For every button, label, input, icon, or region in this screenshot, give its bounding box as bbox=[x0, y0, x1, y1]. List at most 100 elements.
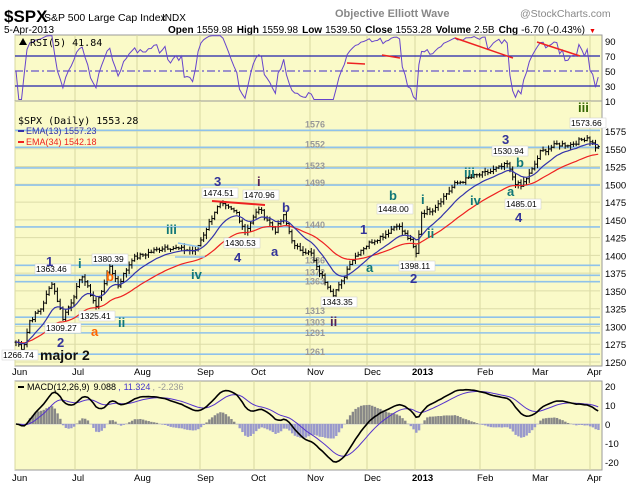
price-bar bbox=[157, 247, 161, 253]
macd-histogram-bar bbox=[492, 424, 495, 428]
rsi-tick: 70 bbox=[605, 52, 616, 63]
macd-hist-value: -2.236 bbox=[158, 382, 184, 392]
macd-histogram-bar bbox=[370, 405, 374, 424]
macd-tick: 0 bbox=[605, 420, 610, 431]
wave-label: a bbox=[366, 260, 374, 275]
low-label: Low bbox=[302, 25, 322, 36]
macd-histogram-bar bbox=[332, 424, 335, 439]
macd-histogram-bar bbox=[329, 424, 332, 439]
macd-histogram-bar bbox=[230, 419, 233, 424]
ema13-line bbox=[15, 143, 599, 345]
macd-histogram-bar bbox=[64, 424, 68, 428]
wave-label: 4 bbox=[234, 250, 242, 265]
price-bar bbox=[298, 242, 302, 252]
macd-signal-line bbox=[15, 390, 599, 457]
price-tick: 1575 bbox=[605, 127, 626, 138]
volume-value: 2.5B bbox=[474, 25, 495, 36]
price-label: 1485.01 bbox=[506, 199, 537, 209]
macd-histogram-bar bbox=[547, 417, 550, 424]
price-trendline bbox=[211, 200, 266, 206]
macd-histogram-bar bbox=[232, 421, 236, 424]
price-bar bbox=[444, 193, 448, 200]
watermark: Objective Elliott Wave bbox=[335, 8, 450, 20]
macd-histogram-bar bbox=[266, 424, 269, 430]
price-bar bbox=[25, 328, 29, 348]
close-label: Close bbox=[365, 25, 393, 36]
macd-signal-value: 11.324 bbox=[124, 382, 151, 392]
macd-histogram-bar bbox=[290, 424, 294, 434]
macd-histogram-bar bbox=[486, 424, 490, 427]
price-bar bbox=[389, 225, 393, 235]
wave-label: 3 bbox=[214, 174, 221, 189]
macd-histogram-bar bbox=[172, 424, 175, 428]
macd-histogram-bar bbox=[475, 423, 479, 424]
macd-histogram-bar bbox=[564, 421, 567, 424]
macd-histogram-bar bbox=[597, 424, 600, 431]
price-bar bbox=[108, 263, 112, 275]
macd-histogram-bar bbox=[337, 424, 341, 433]
macd-histogram-bar bbox=[508, 424, 512, 429]
price-bar bbox=[149, 249, 153, 254]
macd-histogram-bar bbox=[128, 422, 131, 424]
macd-histogram-bar bbox=[194, 424, 197, 431]
macd-histogram-bar bbox=[387, 412, 390, 424]
macd-histogram-bar bbox=[307, 424, 310, 437]
wave-label: i bbox=[421, 192, 425, 207]
price-bar bbox=[549, 144, 553, 152]
macd-histogram-bar bbox=[139, 418, 142, 424]
macd-histogram-bar bbox=[404, 420, 407, 424]
macd-tick: -10 bbox=[605, 439, 619, 450]
wave-label: major 2 bbox=[40, 347, 90, 363]
price-bar bbox=[323, 273, 327, 286]
price-bar bbox=[105, 270, 109, 286]
month-label: Dec bbox=[364, 367, 381, 378]
price-bar bbox=[387, 229, 391, 238]
wave-label: ii bbox=[118, 315, 125, 330]
price-bar bbox=[582, 137, 586, 143]
price-tick: 1550 bbox=[605, 145, 626, 156]
macd-histogram-bar bbox=[575, 424, 578, 426]
macd-histogram-bar bbox=[555, 417, 559, 424]
macd-histogram-bar bbox=[92, 424, 95, 428]
macd-histogram-bar bbox=[423, 420, 426, 424]
price-label: 1470.96 bbox=[244, 190, 275, 200]
macd-histogram-bar bbox=[260, 424, 263, 428]
price-bar bbox=[431, 208, 435, 216]
price-label: 1398.11 bbox=[400, 261, 430, 271]
price-bar bbox=[450, 184, 454, 194]
price-bar bbox=[530, 167, 534, 175]
macd-histogram-bar bbox=[150, 421, 153, 424]
price-tick: 1325 bbox=[605, 305, 626, 316]
price-bar bbox=[574, 140, 578, 147]
month-label: Jun bbox=[12, 473, 27, 484]
macd-histogram-bar bbox=[473, 422, 476, 424]
macd-histogram-bar bbox=[525, 424, 528, 436]
wave-label: a bbox=[271, 244, 279, 259]
month-label: Jul bbox=[72, 367, 84, 378]
month-label: 2013 bbox=[412, 473, 433, 484]
price-bar bbox=[307, 250, 310, 256]
price-bar bbox=[166, 244, 170, 251]
macd-tick: -20 bbox=[605, 458, 619, 469]
macd-histogram-bar bbox=[263, 424, 266, 429]
macd-histogram-bar bbox=[417, 424, 421, 431]
macd-histogram-bar bbox=[97, 424, 101, 433]
price-label-box bbox=[504, 198, 542, 210]
macd-histogram-bar bbox=[462, 418, 465, 424]
source: @StockCharts.com bbox=[520, 8, 611, 20]
price-bar bbox=[384, 230, 388, 240]
price-bar bbox=[229, 205, 233, 211]
macd-histogram-bar bbox=[108, 420, 112, 424]
price-bar bbox=[315, 258, 319, 271]
price-bar bbox=[301, 246, 305, 256]
price-bar bbox=[284, 211, 288, 226]
price-bar bbox=[541, 146, 545, 152]
macd-histogram-bar bbox=[442, 415, 446, 424]
macd-histogram-bar bbox=[244, 424, 247, 436]
price-label: 1343.35 bbox=[322, 297, 353, 307]
price-bar bbox=[375, 239, 379, 244]
rsi-tick: 50 bbox=[605, 67, 616, 78]
price-bar bbox=[257, 206, 261, 215]
macd-histogram-bar bbox=[591, 424, 595, 428]
macd-histogram-bar bbox=[186, 424, 189, 430]
